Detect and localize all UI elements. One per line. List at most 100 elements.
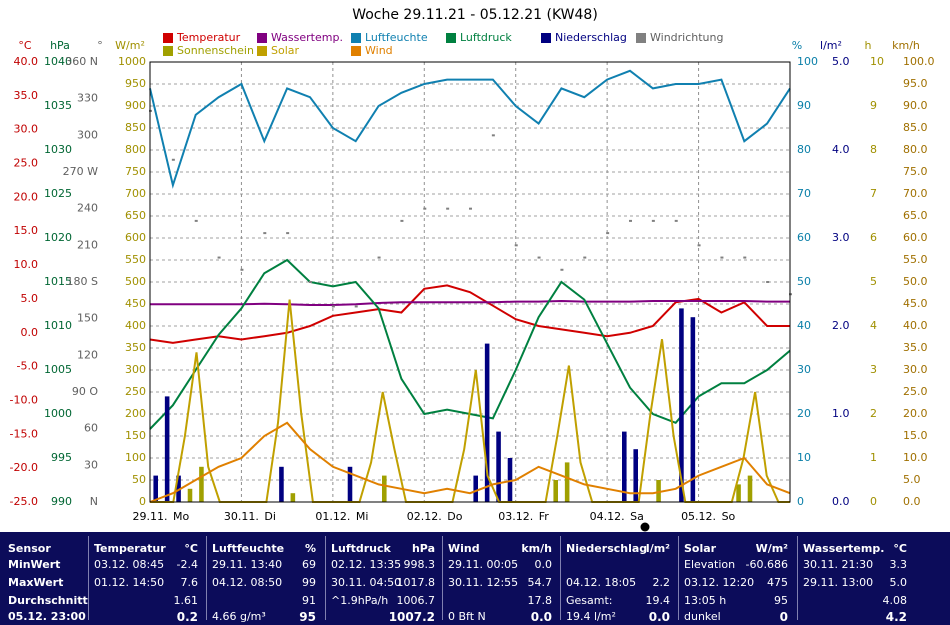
cell-value: 17.8 [527, 594, 553, 607]
axis-tick-label: 200 [125, 407, 146, 420]
cell-value: 5.0 [889, 576, 908, 589]
cell-value: 91 [302, 594, 316, 607]
axis-tick-label: 25.0 [903, 385, 928, 398]
bar [553, 480, 558, 502]
bar [690, 317, 696, 502]
axis-unit: l/m² [820, 39, 842, 52]
axis-tick-label: 60 [84, 422, 98, 435]
axis-tick-label: 5 [870, 275, 877, 288]
axis-tick-label: 6 [870, 231, 877, 244]
bar [347, 466, 353, 502]
legend-swatch [446, 33, 456, 43]
cell-label: Elevation [684, 558, 736, 571]
x-tick-label: 30.11. [224, 510, 259, 523]
dot [629, 219, 632, 222]
dot [171, 158, 175, 161]
cell-value: 4.08 [882, 594, 908, 607]
axis-unit: km/h [892, 39, 920, 52]
axis-tick-label: 210 [77, 238, 98, 251]
bar [736, 484, 741, 502]
cell-value: 69 [302, 558, 316, 571]
sensor-label: 05.12. 23:00 [8, 610, 86, 623]
bar [622, 431, 627, 502]
bar [153, 475, 158, 502]
legend-label: Wind [365, 44, 393, 57]
bar [290, 493, 296, 502]
legend-swatch [351, 46, 361, 56]
cell-value: 95 [774, 594, 788, 607]
axis-tick-label: 3 [870, 363, 877, 376]
cell-label: 4.66 g/m³ [212, 610, 266, 623]
legend-swatch [351, 33, 361, 43]
cell-value: 95 [299, 610, 316, 624]
legend-label: Wassertemp. [271, 31, 343, 44]
legend-label: Luftfeuchte [365, 31, 428, 44]
column-title: Luftfeuchte [212, 542, 285, 555]
axis-tick-label: 65.0 [903, 209, 928, 222]
column-title: Temperatur [94, 542, 166, 555]
axis-tick-label: 10.0 [903, 451, 928, 464]
axis-tick-label: 0 [139, 495, 146, 508]
axis-tick-label: 0.0 [21, 326, 39, 339]
dot [446, 207, 450, 210]
axis-tick-label: 4.0 [832, 143, 850, 156]
axis-tick-label: 550 [125, 253, 146, 266]
column-unit: l/m² [645, 542, 670, 555]
bar [164, 396, 170, 502]
weekday-label: Fr [539, 510, 550, 523]
bar [473, 475, 478, 502]
axis-tick-label: 180 S [67, 275, 98, 288]
cell-value: 99 [302, 576, 316, 589]
sensor-column: Sensor MinWert MaxWert Durchschnitt 05.12. 2… [3, 536, 88, 623]
x-tick-label: 29.11. [133, 510, 168, 523]
axis-tick-label: 5.0 [21, 292, 39, 305]
axis-tick-label: 1000 [44, 407, 72, 420]
axis-tick-label: 700 [125, 187, 146, 200]
dot [286, 232, 290, 235]
weekday-label: Di [264, 510, 276, 523]
axis-tick-label: -25.0 [10, 495, 38, 508]
dot [354, 305, 358, 308]
dot [560, 268, 564, 271]
axis-tick-label: 360 N [65, 55, 98, 68]
x-tick-label: 05.12. [681, 510, 716, 523]
axis-tick-label: -10.0 [10, 393, 38, 406]
axis-tick-label: 80.0 [903, 143, 928, 156]
dot [469, 207, 472, 210]
axis-tick-label: 3.0 [832, 231, 850, 244]
x-tick-label: 01.12. [315, 510, 350, 523]
cell-value: 3.3 [889, 558, 908, 571]
axis-tick-label: 10 [870, 55, 884, 68]
axis-tick-label: 90 [797, 99, 811, 112]
sensor-label: MaxWert [8, 576, 64, 589]
axis-tick-label: 150 [77, 312, 98, 325]
axis-tick-label: 120 [77, 348, 98, 361]
cell-value: 998.3 [403, 558, 436, 571]
sensor-label: Sensor [8, 542, 51, 555]
dot [331, 305, 335, 308]
moon-icon [640, 522, 650, 532]
axis-tick-label: 8 [870, 143, 877, 156]
weekday-label: Sa [630, 510, 644, 523]
cell-label: 30.11. 21:30 [803, 558, 874, 571]
axis-tick-label: 240 [77, 202, 98, 215]
axis-tick-label: 60.0 [903, 231, 928, 244]
axis-tick-label: 20.0 [903, 407, 928, 420]
cell-value: -2.4 [176, 558, 198, 571]
cell-label: 29.11. 00:05 [448, 558, 519, 571]
legend-swatch [541, 33, 551, 43]
axis-tick-label: 5.0 [903, 473, 921, 486]
cell-value: 0.2 [176, 610, 198, 624]
cell-value: 1.61 [173, 594, 199, 607]
cell-value: -60.686 [745, 558, 788, 571]
cell-label: 03.12. 08:45 [94, 558, 165, 571]
axis-tick-label: 25.0 [14, 157, 39, 170]
cell-value: 19.4 [645, 594, 671, 607]
cell-label: 29.11. 13:00 [803, 576, 874, 589]
axis-tick-label: 100 [797, 55, 818, 68]
axis-unit: h [865, 39, 872, 52]
axis-tick-label: 15.0 [14, 224, 39, 237]
axis-tick-label: 1010 [44, 319, 72, 332]
bar [382, 475, 387, 502]
